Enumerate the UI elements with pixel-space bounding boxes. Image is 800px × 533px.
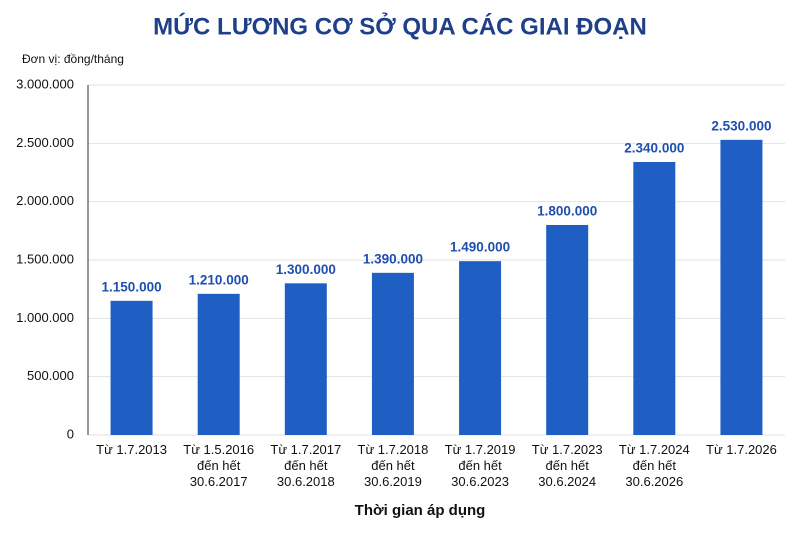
x-tick-label: Từ 1.5.2016 đến hết 30.6.2017: [183, 442, 254, 489]
x-tick-line: 30.6.2019: [364, 474, 422, 489]
value-label: 1.300.000: [276, 262, 336, 277]
value-label: 2.530.000: [711, 118, 771, 133]
x-tick-line: Từ 1.7.2013: [96, 442, 167, 457]
bar: [546, 225, 589, 435]
x-axis-label: Thời gian áp dụng: [355, 502, 486, 519]
value-label: 2.340.000: [624, 141, 684, 156]
y-tick-label: 1.500.000: [16, 251, 74, 266]
x-tick-label: Từ 1.7.2017 đến hết 30.6.2018: [270, 442, 341, 489]
x-tick-line: đến hết: [633, 458, 677, 473]
bar: [633, 162, 676, 435]
x-tick-line: Từ 1.5.2016: [183, 442, 254, 457]
value-label: 1.210.000: [189, 272, 249, 287]
bar: [720, 139, 763, 436]
x-tick-line: Từ 1.7.2023: [532, 442, 603, 457]
x-tick-label: Từ 1.7.2026: [706, 442, 777, 457]
x-tick-line: 30.6.2026: [625, 474, 683, 489]
bar: [110, 300, 153, 435]
x-tick-label: Từ 1.7.2018 đến hết 30.6.2019: [358, 442, 429, 489]
chart-title: MỨC LƯƠNG CƠ SỞ QUA CÁC GIAI ĐOẠN: [153, 11, 647, 40]
x-tick-line: Từ 1.7.2026: [706, 442, 777, 457]
x-tick-line: đến hết: [284, 458, 328, 473]
bar: [371, 272, 414, 435]
x-tick-line: đến hết: [197, 458, 241, 473]
x-tick-line: 30.6.2024: [538, 474, 596, 489]
x-tick-label: Từ 1.7.2024 đến hết 30.6.2026: [619, 442, 690, 489]
x-tick-label: Từ 1.7.2019 đến hết 30.6.2023: [445, 442, 516, 489]
x-tick-line: đến hết: [546, 458, 590, 473]
y-tick-label: 1.000.000: [16, 310, 74, 325]
bar: [284, 283, 327, 435]
y-tick-label: 2.000.000: [16, 193, 74, 208]
value-label: 1.490.000: [450, 240, 510, 255]
y-axis-label: Đơn vị: đồng/tháng: [22, 52, 124, 66]
x-tick-line: Từ 1.7.2017: [270, 442, 341, 457]
bar: [459, 261, 502, 435]
y-tick-label: 0: [67, 426, 74, 441]
x-tick-line: 30.6.2017: [190, 474, 248, 489]
y-tick-label: 500.000: [27, 368, 74, 383]
x-tick-line: đến hết: [458, 458, 502, 473]
bar: [197, 293, 240, 435]
x-tick-line: 30.6.2023: [451, 474, 509, 489]
value-label: 1.800.000: [537, 204, 597, 219]
value-label: 1.150.000: [102, 279, 162, 294]
x-tick-line: Từ 1.7.2018: [358, 442, 429, 457]
x-tick-label: Từ 1.7.2023 đến hết 30.6.2024: [532, 442, 603, 489]
y-tick-label: 3.000.000: [16, 76, 74, 91]
x-tick-line: Từ 1.7.2019: [445, 442, 516, 457]
x-tick-line: đến hết: [371, 458, 415, 473]
x-tick-line: Từ 1.7.2024: [619, 442, 690, 457]
value-label: 1.390.000: [363, 251, 423, 266]
y-tick-label: 2.500.000: [16, 135, 74, 150]
x-tick-label: Từ 1.7.2013: [96, 442, 167, 457]
x-tick-line: 30.6.2018: [277, 474, 335, 489]
